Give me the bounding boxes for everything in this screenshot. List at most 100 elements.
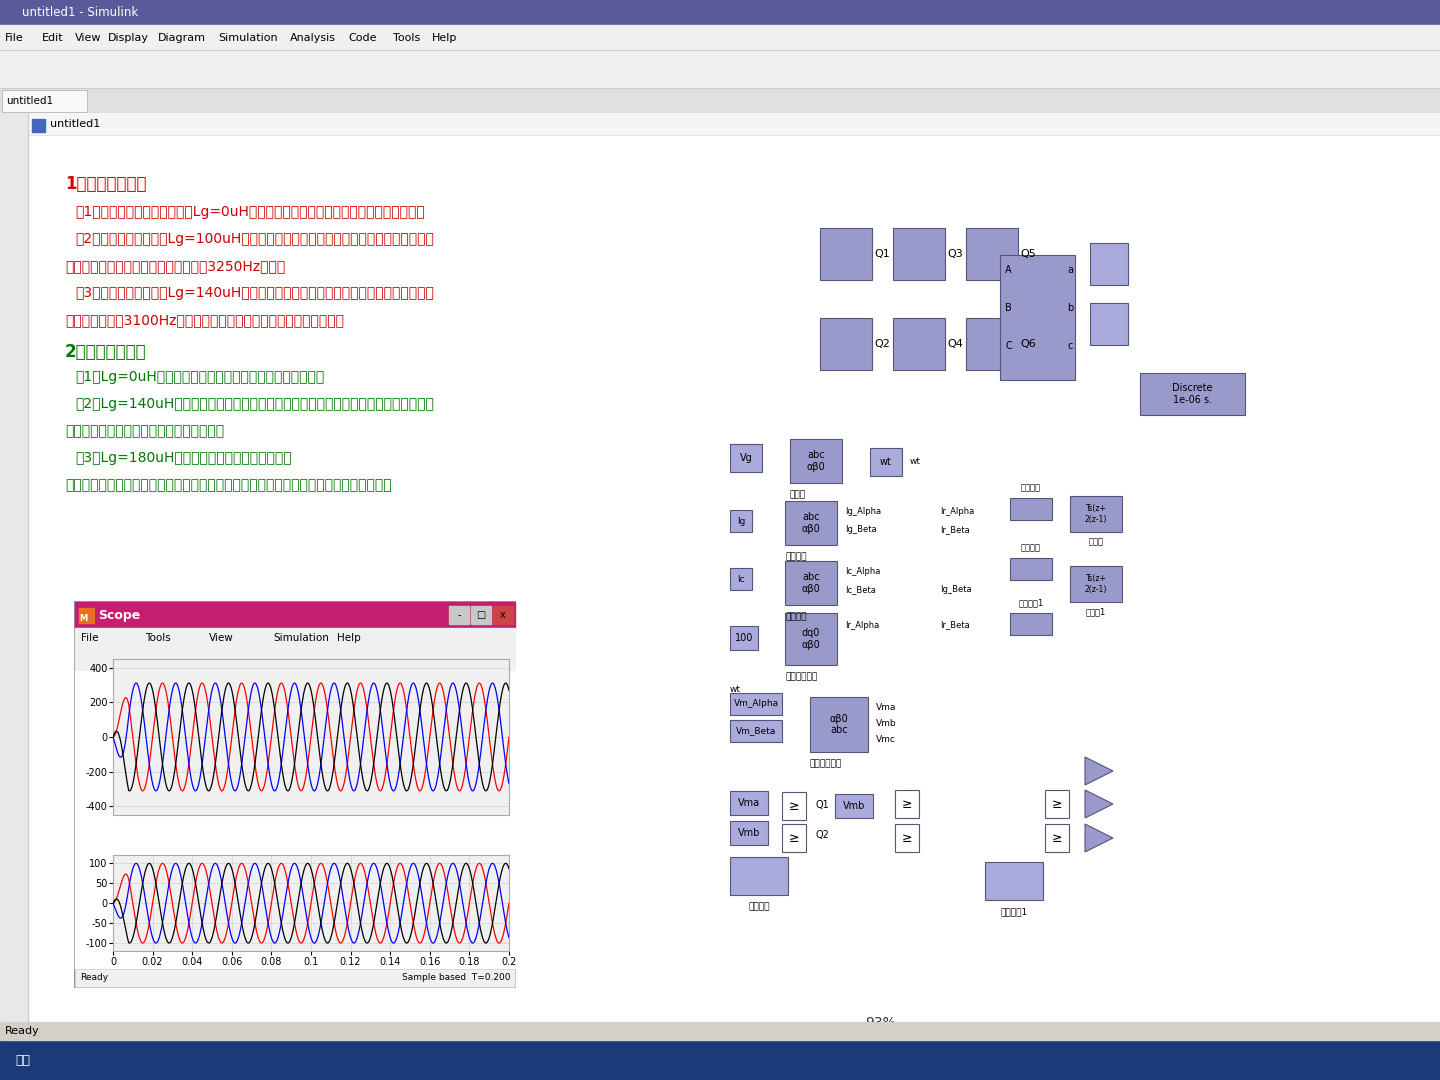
Bar bbox=[1070, 566, 1122, 602]
Bar bbox=[730, 693, 782, 715]
Text: Scope: Scope bbox=[98, 608, 140, 621]
Text: Vmb: Vmb bbox=[737, 828, 760, 838]
Text: wt: wt bbox=[910, 458, 922, 467]
Bar bbox=[966, 228, 1018, 280]
Text: Vma: Vma bbox=[876, 703, 896, 713]
Text: Ig_Alpha: Ig_Alpha bbox=[845, 508, 881, 516]
Bar bbox=[785, 501, 837, 545]
Text: Q6: Q6 bbox=[1020, 339, 1035, 349]
Text: Vg: Vg bbox=[740, 453, 752, 463]
Bar bbox=[730, 821, 768, 845]
Text: （1）Lg=0uH时，系统稳定运行，与前述理论分析相吸合；: （1）Lg=0uH时，系统稳定运行，与前述理论分析相吸合； bbox=[75, 370, 324, 384]
Bar bbox=[0, 0, 1440, 25]
Text: Ic: Ic bbox=[737, 575, 744, 583]
Text: Display: Display bbox=[108, 33, 148, 43]
Text: 可以看出，所提改进控制策略提高了并网逆变器在弱电网条件下对电网阻抗的适应范围。: 可以看出，所提改进控制策略提高了并网逆变器在弱电网条件下对电网阻抗的适应范围。 bbox=[65, 478, 392, 492]
Text: Q1: Q1 bbox=[815, 800, 829, 810]
Text: Simulation: Simulation bbox=[217, 33, 278, 43]
Text: ≥: ≥ bbox=[789, 799, 799, 812]
Bar bbox=[809, 697, 868, 752]
Bar bbox=[1045, 789, 1068, 818]
Text: 锁相环: 锁相环 bbox=[791, 490, 806, 499]
Bar bbox=[0, 87, 1440, 112]
Text: a: a bbox=[1067, 265, 1073, 275]
Text: 2、改进控制策略: 2、改进控制策略 bbox=[65, 343, 147, 361]
Text: Ig_Beta: Ig_Beta bbox=[940, 585, 972, 594]
Bar bbox=[75, 969, 516, 987]
Bar bbox=[0, 1040, 1440, 1080]
Bar bbox=[449, 606, 469, 624]
Bar bbox=[75, 627, 516, 648]
Text: Vmb: Vmb bbox=[842, 801, 865, 811]
Text: Simulation: Simulation bbox=[274, 633, 328, 643]
Polygon shape bbox=[1084, 789, 1113, 818]
Text: 比例系数1: 比例系数1 bbox=[1018, 598, 1044, 607]
Text: 搜索: 搜索 bbox=[14, 1053, 30, 1067]
Text: View: View bbox=[209, 633, 233, 643]
Bar bbox=[492, 606, 513, 624]
Text: Ready: Ready bbox=[4, 1026, 40, 1036]
Bar bbox=[730, 626, 757, 650]
Text: Ic_Alpha: Ic_Alpha bbox=[845, 567, 880, 577]
Text: 电容电流: 电容电流 bbox=[785, 612, 806, 621]
Text: 稳定性得到提升，与前述理论分析相吸合；: 稳定性得到提升，与前述理论分析相吸合； bbox=[65, 424, 225, 438]
Bar bbox=[791, 438, 842, 483]
Bar bbox=[75, 602, 516, 627]
Bar bbox=[1009, 558, 1053, 580]
Text: A: A bbox=[1005, 265, 1012, 275]
Bar bbox=[1070, 496, 1122, 532]
Bar bbox=[75, 648, 516, 670]
Text: wt: wt bbox=[880, 457, 891, 467]
Text: Code: Code bbox=[348, 33, 376, 43]
Bar bbox=[27, 112, 1440, 135]
Text: Edit: Edit bbox=[42, 33, 63, 43]
Text: Q2: Q2 bbox=[874, 339, 890, 349]
Bar bbox=[721, 135, 1440, 1040]
Text: 1、传统控制策略: 1、传统控制策略 bbox=[65, 175, 147, 193]
Polygon shape bbox=[1084, 824, 1113, 852]
Bar bbox=[896, 824, 919, 852]
Text: Diagram: Diagram bbox=[158, 33, 206, 43]
Bar bbox=[893, 228, 945, 280]
Text: Vm_Beta: Vm_Beta bbox=[736, 727, 776, 735]
Bar bbox=[79, 608, 94, 623]
Polygon shape bbox=[1084, 757, 1113, 785]
Bar bbox=[1009, 613, 1053, 635]
Text: 三角载波: 三角载波 bbox=[749, 902, 770, 912]
Text: untitled1: untitled1 bbox=[6, 96, 53, 106]
Bar bbox=[785, 561, 837, 605]
Text: Ig_Beta: Ig_Beta bbox=[845, 526, 877, 535]
Text: （3）考虑电网等效电感Lg=140uH时，系统出现失稳震荡，与前述理论分析相吸合。且: （3）考虑电网等效电感Lg=140uH时，系统出现失稳震荡，与前述理论分析相吸合… bbox=[75, 286, 433, 300]
Bar bbox=[0, 112, 27, 1040]
Text: Q3: Q3 bbox=[948, 249, 963, 259]
Text: C: C bbox=[1005, 341, 1012, 351]
Bar bbox=[782, 824, 806, 852]
Text: 参考电流幅値: 参考电流幅値 bbox=[785, 672, 818, 681]
Text: c: c bbox=[1067, 341, 1073, 351]
Text: Help: Help bbox=[432, 33, 458, 43]
Bar bbox=[785, 613, 837, 665]
Text: Discrete
1e-06 s.: Discrete 1e-06 s. bbox=[1172, 383, 1212, 405]
Text: Q1: Q1 bbox=[874, 249, 890, 259]
Text: （3）Lg=180uH时，并网逆变器仍可稳定运行。: （3）Lg=180uH时，并网逆变器仍可稳定运行。 bbox=[75, 451, 292, 465]
Text: M: M bbox=[79, 615, 88, 623]
Bar bbox=[730, 510, 752, 532]
Bar bbox=[782, 792, 806, 820]
Text: x: x bbox=[500, 610, 505, 620]
Text: Ir_Alpha: Ir_Alpha bbox=[845, 621, 880, 630]
Text: （2）Lg=140uH时，显然，相较于传统控制策略，此时并网电流无明显振荡发生，系统: （2）Lg=140uH时，显然，相较于传统控制策略，此时并网电流无明显振荡发生，… bbox=[75, 397, 433, 411]
Text: Sample based  T=0.200: Sample based T=0.200 bbox=[402, 973, 510, 983]
Bar bbox=[819, 318, 873, 370]
Bar bbox=[819, 228, 873, 280]
Text: ≥: ≥ bbox=[1051, 832, 1063, 845]
Bar bbox=[1090, 243, 1128, 285]
Text: □: □ bbox=[477, 610, 485, 620]
Text: Q4: Q4 bbox=[948, 339, 963, 349]
Bar bbox=[893, 318, 945, 370]
Text: 100: 100 bbox=[734, 633, 753, 643]
Text: Ic_Beta: Ic_Beta bbox=[845, 585, 876, 594]
Text: wt: wt bbox=[730, 686, 742, 694]
Text: 阻尼系数: 阻尼系数 bbox=[1021, 543, 1041, 552]
Bar bbox=[1, 90, 86, 112]
Text: abc
αβ0: abc αβ0 bbox=[802, 512, 821, 534]
